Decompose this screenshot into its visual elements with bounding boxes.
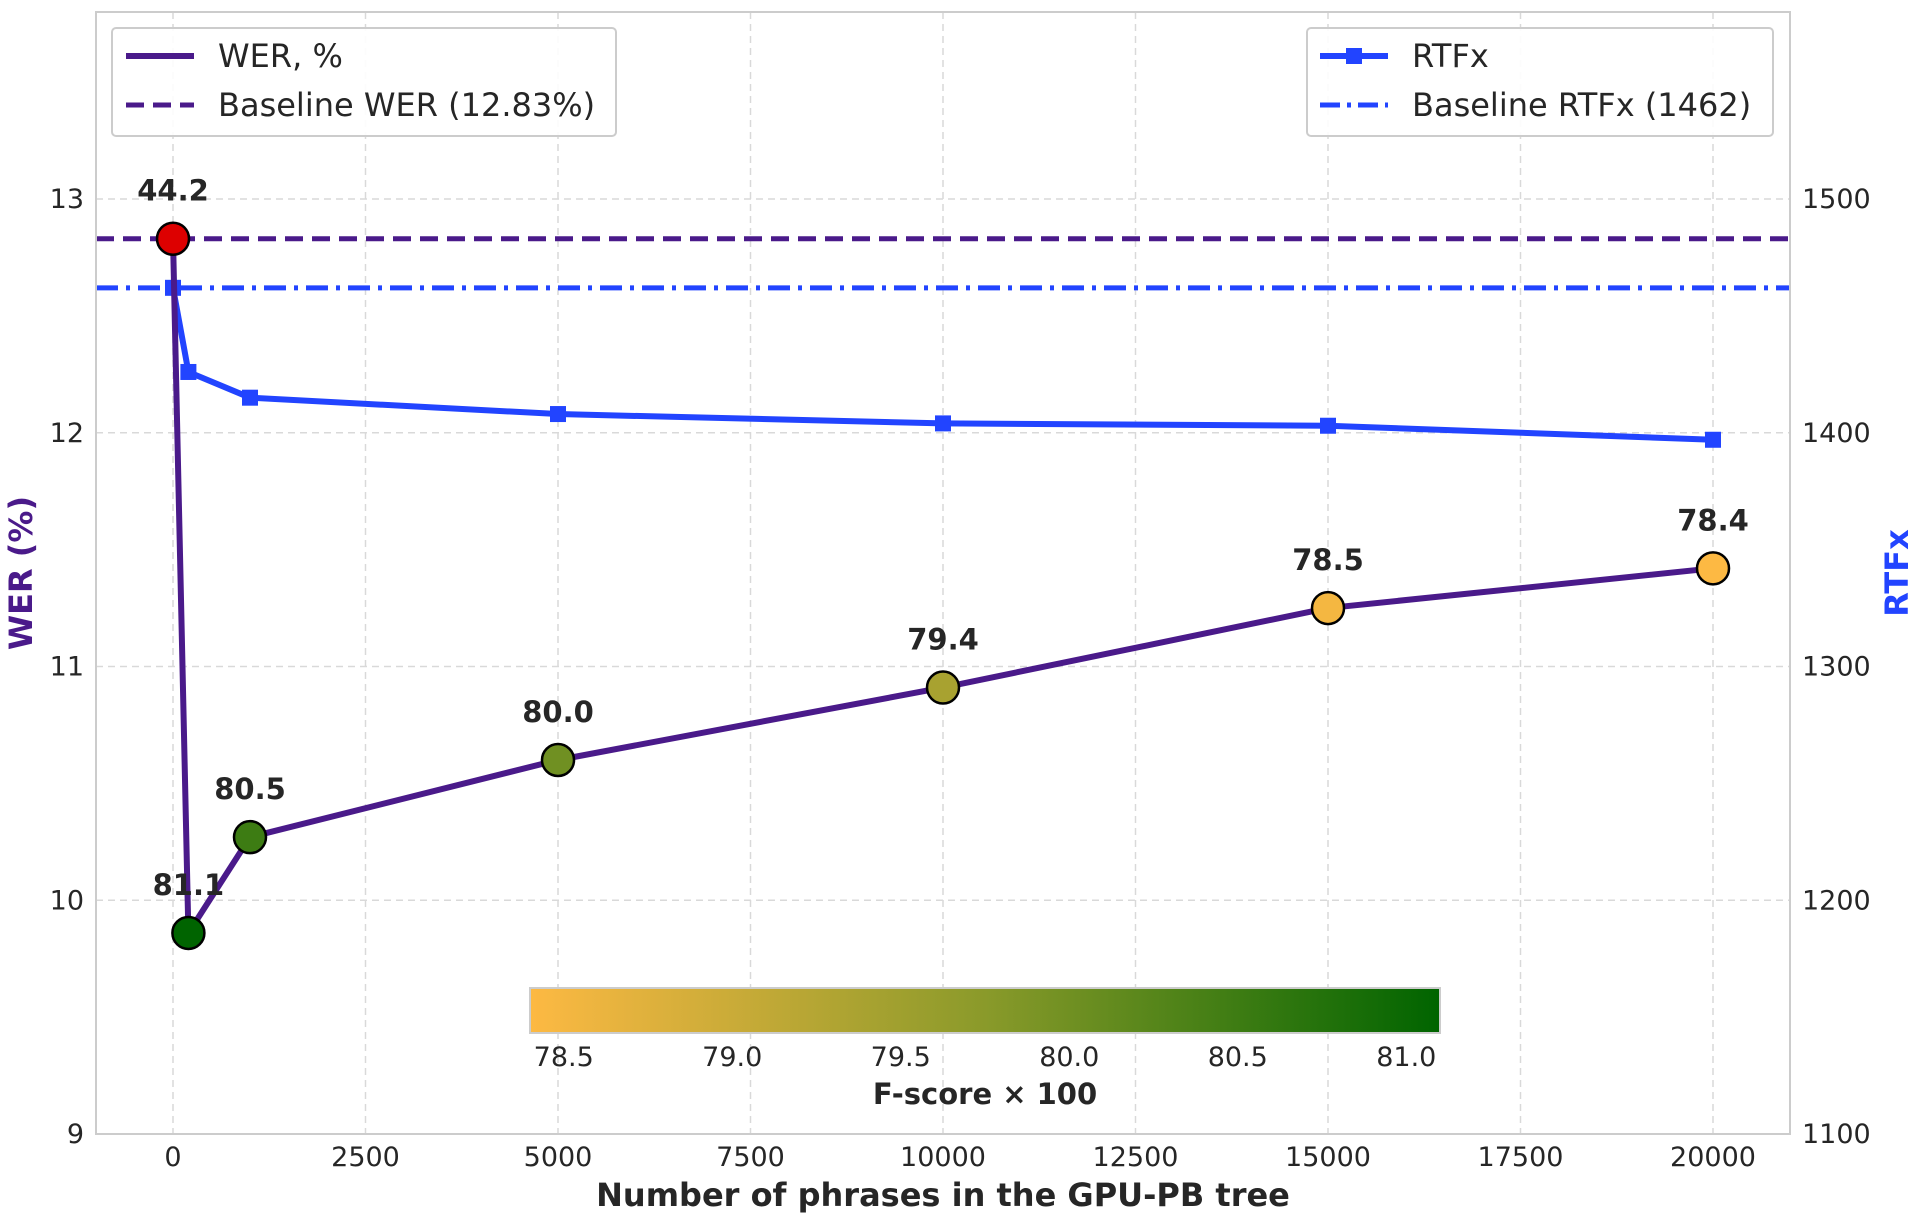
y-right-tick-label: 1200 (1802, 885, 1871, 916)
legend-right-frame (1306, 27, 1774, 137)
y-left-tick-label: 12 (50, 418, 84, 449)
fscore-data-label: 81.1 (153, 868, 225, 902)
wer-point (171, 915, 206, 951)
colorbar-tick-label: 78.5 (534, 1042, 594, 1073)
y-left-tick-label: 9 (67, 1119, 84, 1150)
fscore-data-label: 79.4 (907, 623, 979, 657)
wer-point (1695, 551, 1731, 586)
colorbar-tick-label: 81.0 (1376, 1042, 1436, 1073)
colorbar-gradient (529, 987, 1441, 1034)
x-tick-label: 2500 (331, 1142, 400, 1173)
y-left-tick-label: 10 (50, 885, 84, 916)
rtfx-point (1320, 417, 1336, 434)
fscore-data-label: 78.4 (1677, 503, 1749, 537)
wer-point (232, 819, 268, 855)
fscore-data-label: 78.5 (1292, 543, 1364, 577)
legend-rtfx-label: RTFx (1412, 37, 1489, 75)
legend-right: RTFx Baseline RTFx (1462) (1306, 27, 1774, 137)
rtfx-point (1705, 431, 1721, 448)
x-tick-label: 0 (164, 1142, 181, 1173)
x-axis-ticks: 0 2500 5000 7500 10000 12500 15000 17500 20000 (164, 1142, 1756, 1173)
legend-baseline-wer-label: Baseline WER (12.83%) (218, 86, 595, 124)
y-axis-right-ticks: 1100 1200 1300 1400 1500 (1802, 184, 1871, 1150)
y-axis-left-ticks: 9 10 11 12 13 (50, 184, 84, 1150)
colorbar-title: F-score × 100 (873, 1077, 1097, 1111)
legend-left: WER, % Baseline WER (12.83%) (111, 27, 617, 137)
point-labels: 44.2 81.1 80.5 80.0 79.4 78.5 78.4 (137, 174, 1749, 902)
y-axis-right-title: RTFx (1878, 529, 1916, 617)
x-tick-label: 20000 (1670, 1142, 1756, 1173)
colorbar-tick-label: 80.5 (1208, 1042, 1268, 1073)
x-tick-label: 7500 (716, 1142, 785, 1173)
colorbar: 78.5 79.0 79.5 80.0 80.5 81.0 F-score × 100 (529, 987, 1441, 1111)
legend-wer-label: WER, % (218, 37, 343, 75)
rtfx-point (180, 363, 197, 380)
y-axis-left-title: WER (%) (2, 496, 40, 650)
colorbar-tick-label: 79.5 (871, 1042, 931, 1073)
y-right-tick-label: 1400 (1802, 418, 1871, 449)
y-left-tick-label: 11 (50, 652, 84, 683)
fscore-data-label: 44.2 (137, 174, 209, 208)
y-right-tick-label: 1300 (1802, 652, 1871, 683)
rtfx-point (935, 415, 951, 432)
legend-baseline-rtfx-label: Baseline RTFx (1462) (1412, 86, 1751, 124)
x-axis-title: Number of phrases in the GPU-PB tree (596, 1176, 1290, 1214)
legend-left-frame (111, 27, 617, 137)
colorbar-ticks: 78.5 79.0 79.5 80.0 80.5 81.0 (534, 1042, 1437, 1073)
x-tick-label: 17500 (1478, 1142, 1564, 1173)
wer-point (925, 670, 961, 705)
rtfx-point (550, 406, 566, 423)
x-tick-label: 12500 (1093, 1142, 1179, 1173)
wer-point (155, 221, 191, 256)
wer-point (1310, 590, 1346, 626)
y-left-tick-label: 13 (50, 184, 84, 215)
series-layer (155, 221, 1731, 951)
baselines (96, 236, 1790, 291)
x-tick-label: 10000 (900, 1142, 986, 1173)
plot-frame (95, 11, 1791, 1135)
y-right-tick-label: 1500 (1802, 184, 1871, 215)
colorbar-tick-label: 79.0 (702, 1042, 762, 1073)
y-right-tick-label: 1100 (1802, 1119, 1871, 1150)
legend-rtfx-marker (1346, 48, 1362, 64)
wer-point (540, 742, 576, 778)
colorbar-tick-label: 80.0 (1039, 1042, 1099, 1073)
rtfx-point (242, 389, 258, 406)
x-tick-label: 15000 (1285, 1142, 1371, 1173)
fscore-data-label: 80.5 (214, 772, 286, 806)
fscore-data-label: 80.0 (522, 695, 594, 729)
x-tick-label: 5000 (524, 1142, 593, 1173)
